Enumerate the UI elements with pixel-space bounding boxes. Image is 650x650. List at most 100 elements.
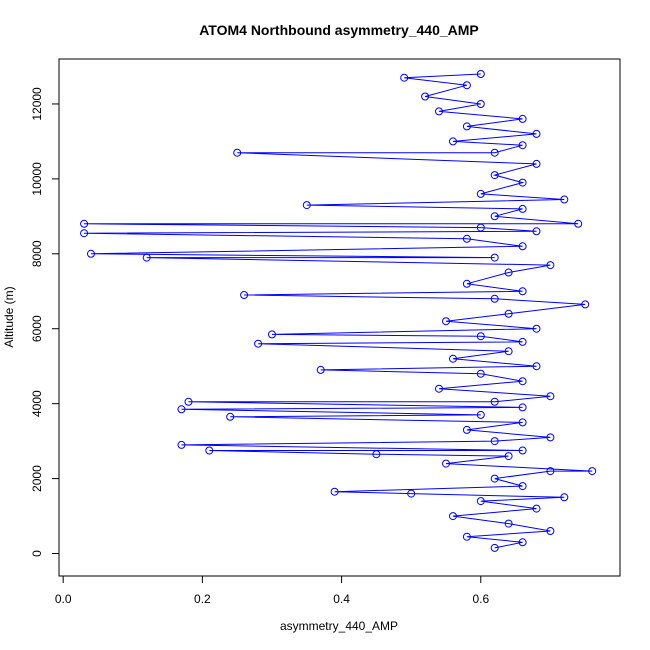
data-point (518, 446, 527, 455)
data-point (518, 178, 527, 187)
data-point (504, 452, 513, 461)
data-point (581, 300, 590, 309)
y-tick-label: 6000 (30, 315, 44, 342)
data-point (518, 204, 527, 213)
data-point (504, 347, 513, 356)
data-point (490, 474, 499, 483)
y-tick-label: 0 (30, 550, 44, 557)
data-point (80, 229, 89, 238)
data-point (184, 397, 193, 406)
data-point (490, 437, 499, 446)
data-point (504, 268, 513, 277)
data-point (421, 92, 430, 101)
data-point (435, 107, 443, 116)
data-point (449, 354, 457, 363)
data-point (546, 467, 555, 476)
data-point (490, 397, 499, 406)
data-point (518, 403, 527, 412)
series-line (84, 73, 593, 549)
y-axis-label: Altitude (m) (2, 286, 16, 347)
data-point (476, 410, 485, 419)
y-tick-label: 2000 (30, 465, 44, 492)
data-point (462, 279, 471, 288)
x-tick-label: 0.6 (472, 592, 489, 606)
x-tick-label: 0.2 (194, 592, 211, 606)
data-point (462, 234, 471, 243)
y-tick-label: 8000 (30, 240, 44, 267)
x-axis-label: asymmetry_440_AMP (280, 619, 398, 633)
data-point (462, 425, 471, 434)
y-tick-label: 12000 (30, 87, 44, 121)
data-point (518, 337, 527, 346)
data-point (476, 189, 485, 198)
data-point (546, 392, 555, 401)
data-point (518, 287, 527, 296)
data-point (87, 249, 95, 258)
data-point (449, 512, 457, 521)
data-point (546, 527, 555, 535)
data-point (372, 450, 381, 459)
x-tick-label: 0.0 (55, 592, 72, 606)
series-layer (80, 70, 597, 552)
data-point (226, 412, 235, 421)
data-point (254, 339, 263, 348)
data-point (476, 332, 485, 341)
data-point (177, 405, 186, 414)
data-point (316, 365, 325, 374)
data-point (518, 377, 527, 386)
data-point (518, 418, 527, 427)
data-point (435, 384, 443, 393)
data-point (442, 459, 450, 468)
data-point (240, 291, 249, 299)
data-point (546, 261, 555, 270)
data-point (532, 362, 541, 371)
data-point (532, 129, 541, 138)
data-point (400, 73, 409, 82)
data-point (490, 148, 499, 157)
data-point (476, 70, 485, 78)
data-point (233, 148, 242, 157)
data-point (268, 330, 276, 339)
data-point (518, 482, 527, 491)
data-point (462, 532, 471, 541)
data-point (574, 219, 583, 228)
data-point (560, 195, 569, 204)
data-point (518, 242, 527, 251)
y-tick-label: 4000 (30, 390, 44, 417)
data-point (490, 543, 499, 552)
data-point (476, 497, 485, 506)
y-axis: 0 2000 4000 6000 8000 10000 12000 (30, 87, 60, 557)
data-point (532, 159, 541, 168)
data-point (518, 141, 527, 150)
data-point (504, 519, 513, 528)
data-point (588, 467, 597, 476)
data-point (518, 114, 527, 123)
y-tick-label: 10000 (30, 162, 44, 196)
data-point (177, 440, 186, 449)
data-point (532, 324, 541, 333)
data-point (80, 219, 89, 228)
data-point (205, 446, 214, 455)
data-point (560, 493, 569, 502)
data-point (462, 122, 471, 131)
data-point (449, 137, 457, 146)
data-point (407, 489, 416, 498)
data-point (330, 487, 339, 496)
data-point (142, 253, 151, 262)
data-point (490, 212, 499, 221)
data-point (532, 504, 541, 513)
data-point (476, 100, 485, 108)
data-point (490, 253, 499, 262)
data-point (532, 227, 541, 236)
x-axis: 0.0 0.2 0.4 0.6 (55, 575, 489, 606)
data-point (476, 223, 485, 232)
data-point (490, 294, 499, 303)
chart-title: ATOM4 Northbound asymmetry_440_AMP (199, 22, 479, 38)
data-point (476, 369, 485, 378)
data-point (462, 81, 471, 90)
data-point (546, 433, 555, 442)
x-tick-label: 0.4 (333, 592, 350, 606)
data-point (442, 317, 450, 326)
data-point (490, 171, 499, 180)
